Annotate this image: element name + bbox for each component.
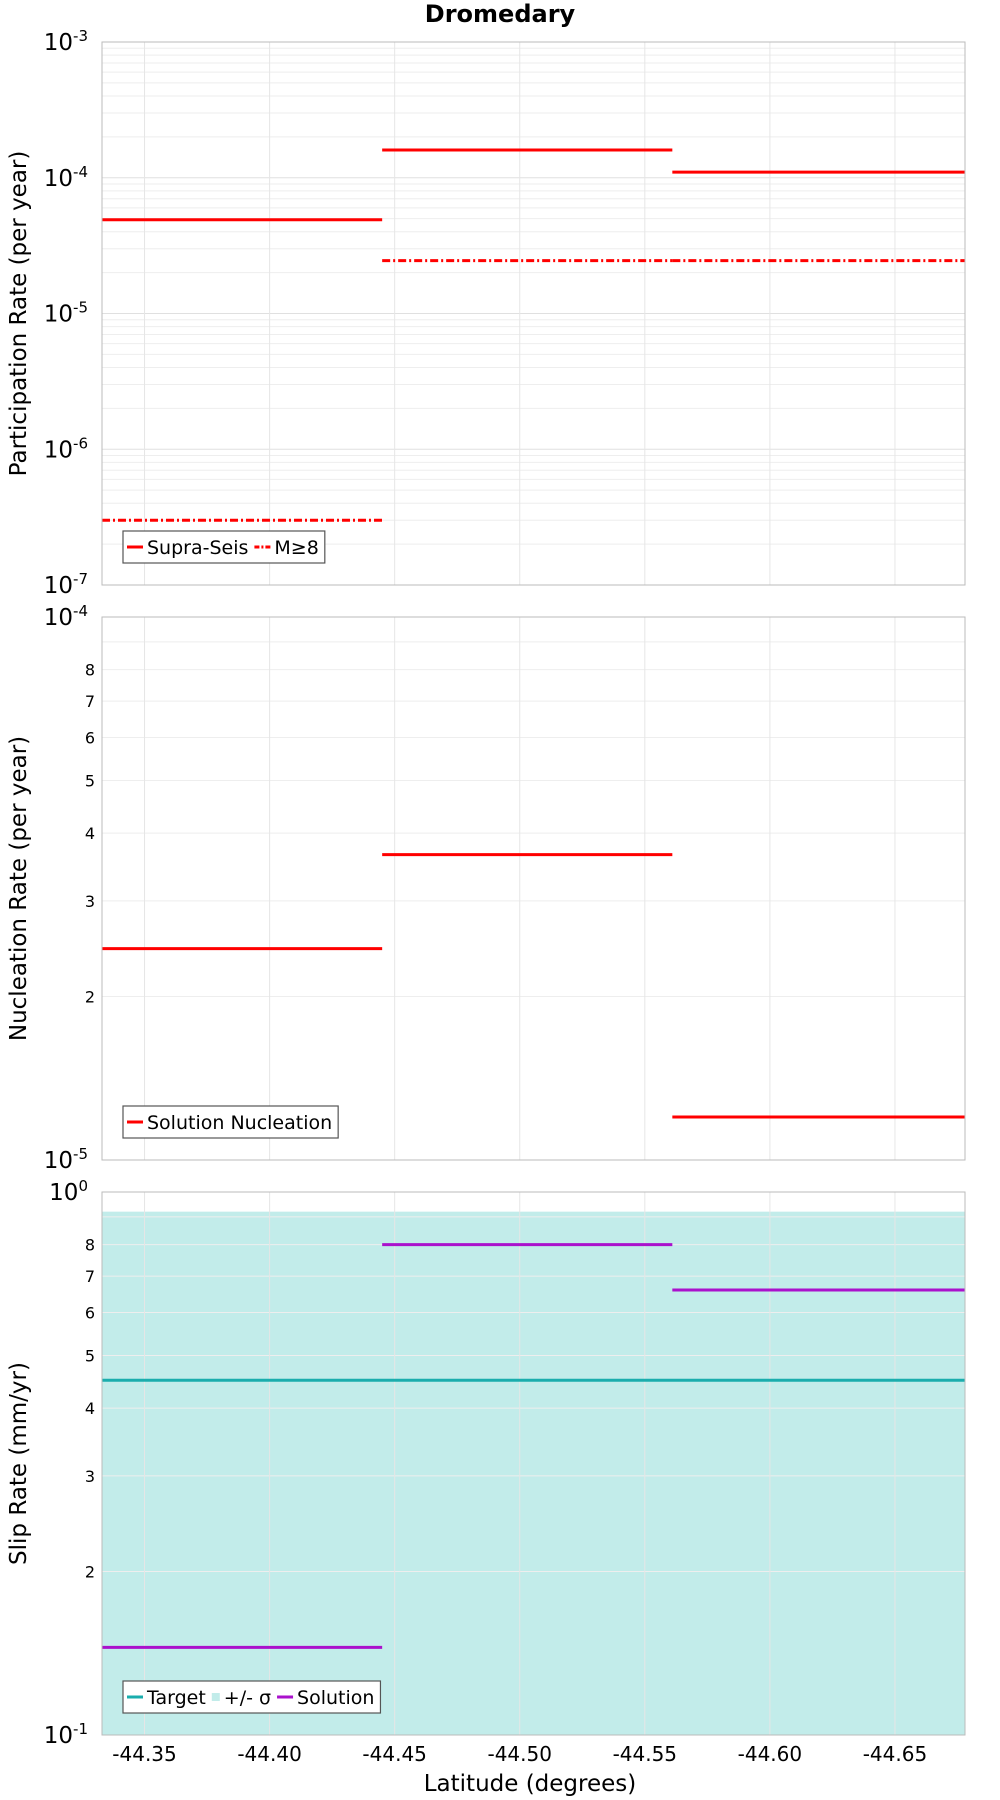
y-minor-tick-label: 2 — [85, 1563, 95, 1582]
y-tick-label: 100 — [49, 1177, 88, 1206]
y-minor-tick-label: 8 — [85, 661, 95, 680]
y-tick-label: 10-1 — [44, 1720, 88, 1749]
legend-label: Target — [146, 1687, 206, 1709]
legend-frame — [122, 1680, 382, 1714]
y-tick-label: 10-4 — [44, 163, 88, 192]
panel-1: 10-3 10-4 10-5 10-6 10-7 Participation Rate (… — [6, 27, 966, 599]
y-tick-label: 10-6 — [44, 434, 88, 463]
x-tick-label: -44.55 — [613, 1742, 677, 1766]
legend-frame — [122, 1105, 339, 1139]
y-tick-label: 10-5 — [44, 299, 88, 328]
chart-title: Dromedary — [425, 0, 576, 28]
y-minor-tick-label: 3 — [85, 1467, 95, 1486]
y-minor-tick-label: 5 — [85, 771, 95, 790]
y-axis-label: Nucleation Rate (per year) — [6, 736, 32, 1041]
y-minor-tick-label: 4 — [85, 1399, 95, 1418]
legend: Solution Nucleation — [122, 1105, 339, 1139]
y-minor-tick-label: 2 — [85, 988, 95, 1007]
x-axis-label: Latitude (degrees) — [424, 1771, 637, 1797]
y-tick-label: 10-4 — [44, 602, 88, 631]
legend-swatch — [211, 1693, 220, 1701]
y-minor-tick-label: 7 — [85, 1267, 95, 1286]
plot-frame — [101, 1191, 966, 1736]
x-tick-label: -44.45 — [362, 1742, 426, 1766]
x-tick-label: -44.40 — [237, 1742, 301, 1766]
legend: Target +/- σ Solution — [122, 1680, 382, 1714]
y-axis-label: Participation Rate (per year) — [6, 151, 32, 477]
y-minor-tick-label: 5 — [85, 1346, 95, 1365]
y-tick-label: 10-7 — [44, 570, 88, 599]
plot-background — [102, 617, 965, 1160]
y-minor-tick-label: 4 — [85, 824, 95, 843]
x-tick-label: -44.50 — [487, 1742, 551, 1766]
x-tick-label: -44.65 — [863, 1742, 927, 1766]
x-tick-label: -44.60 — [738, 1742, 802, 1766]
legend-label: Solution Nucleation — [147, 1112, 332, 1134]
legend-label: M≥8 — [274, 537, 318, 559]
plot-frame — [101, 41, 966, 586]
legend-label: Solution — [297, 1687, 374, 1709]
panel-3: 100 10-1 8 7 6 5 4 3 2 Slip Rate (mm/yr) Target +/-… — [6, 1177, 966, 1749]
legend-label: Supra-Seis — [147, 537, 248, 559]
panel-2: 10-4 10-5 8 7 6 5 4 3 2 Nucleation Rate (per year… — [6, 602, 966, 1174]
legend: Supra-Seis M≥8 — [122, 530, 326, 564]
legend-label: +/- σ — [224, 1687, 271, 1709]
y-minor-tick-label: 6 — [85, 728, 95, 747]
legend-frame — [122, 530, 326, 564]
y-minor-tick-label: 8 — [85, 1236, 95, 1255]
x-tick-label: -44.35 — [112, 1742, 176, 1766]
plot-area: 10-3 10-4 10-5 10-6 10-7 Participation Rate (… — [6, 27, 966, 1766]
plot-frame — [101, 616, 966, 1161]
y-minor-tick-label: 7 — [85, 692, 95, 711]
y-tick-label: 10-3 — [44, 27, 88, 56]
y-axis-label: Slip Rate (mm/yr) — [6, 1362, 32, 1565]
y-minor-tick-label: 6 — [85, 1303, 95, 1322]
y-tick-label: 10-5 — [44, 1145, 88, 1174]
y-minor-tick-label: 3 — [85, 892, 95, 911]
